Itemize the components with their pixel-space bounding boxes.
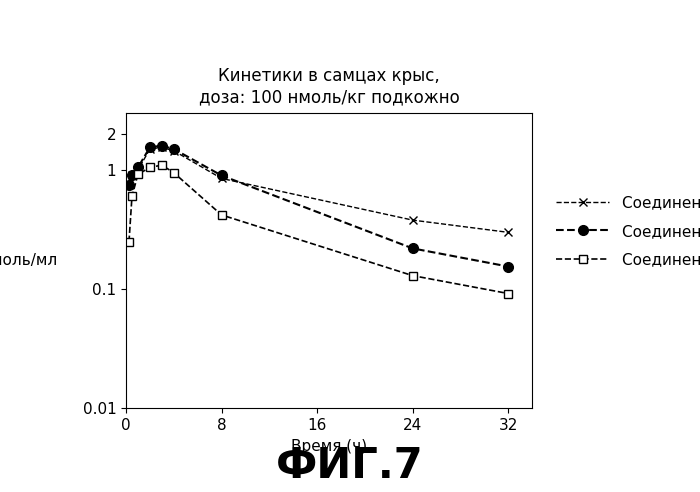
Соединение 12 bbox=[408, 217, 416, 223]
Соединение 12 bbox=[217, 176, 225, 182]
Соединение 17 bbox=[158, 143, 166, 149]
Соединение 17 bbox=[134, 164, 142, 170]
Соединение 12 bbox=[128, 173, 136, 179]
Соединение 17 bbox=[408, 246, 416, 251]
Соединение 12 bbox=[134, 167, 142, 173]
Соединение 27 bbox=[134, 171, 142, 177]
Title: Кинетики в самцах крыс,
доза: 100 нмоль/кг подкожно: Кинетики в самцах крыс, доза: 100 нмоль/… bbox=[199, 67, 459, 106]
Соединение 27 bbox=[146, 164, 154, 170]
Соединение 27 bbox=[169, 170, 178, 176]
Соединение 12 bbox=[169, 148, 178, 154]
Соединение 12 bbox=[146, 146, 154, 152]
Соединение 17 bbox=[504, 264, 512, 270]
Соединение 27 bbox=[125, 239, 133, 245]
Соединение 27 bbox=[408, 273, 416, 278]
Соединение 27 bbox=[128, 193, 136, 199]
Соединение 17 bbox=[217, 173, 225, 179]
Y-axis label: нмоль/мл: нмоль/мл bbox=[0, 253, 58, 268]
Соединение 27 bbox=[158, 162, 166, 168]
Line: Соединение 17: Соединение 17 bbox=[124, 141, 513, 272]
Соединение 17 bbox=[125, 182, 133, 188]
Legend: Соединение 12, Соединение 17, Соединение 27: Соединение 12, Соединение 17, Соединение… bbox=[556, 195, 700, 268]
Соединение 17 bbox=[169, 146, 178, 152]
X-axis label: Время (ч): Время (ч) bbox=[291, 439, 367, 454]
Соединение 27 bbox=[504, 291, 512, 297]
Соединение 12 bbox=[125, 182, 133, 188]
Line: Соединение 12: Соединение 12 bbox=[125, 143, 512, 237]
Соединение 27 bbox=[217, 212, 225, 218]
Line: Соединение 27: Соединение 27 bbox=[125, 161, 512, 298]
Соединение 17 bbox=[146, 144, 154, 150]
Соединение 12 bbox=[158, 144, 166, 150]
Соединение 17 bbox=[128, 173, 136, 179]
Соединение 12 bbox=[504, 229, 512, 235]
Text: ФИГ.7: ФИГ.7 bbox=[276, 445, 424, 487]
